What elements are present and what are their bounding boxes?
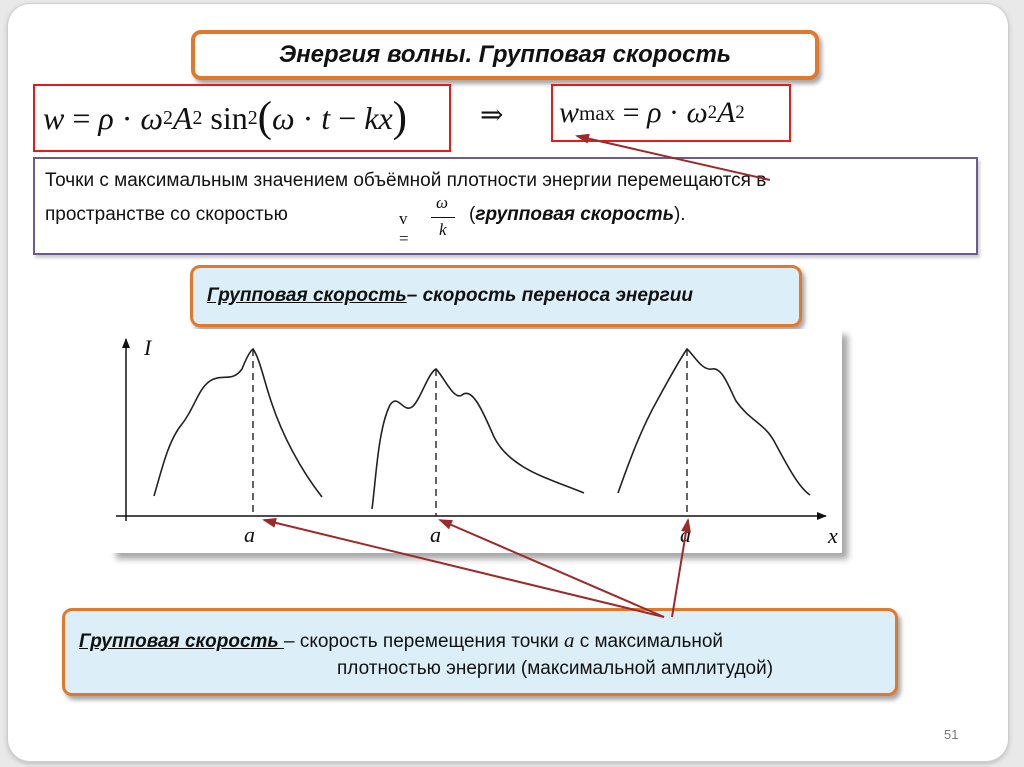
energy-points-text-box: Точки с максимальным значением объёмной … — [33, 157, 978, 255]
arrow-to-a-1 — [262, 517, 665, 618]
wave-packet-plot: I x a a a — [110, 329, 842, 553]
f1-eq: = — [72, 99, 91, 136]
def1-rest: – скорость переноса энергии — [406, 285, 693, 306]
frac-denominator: k — [439, 220, 447, 239]
f1-omega-t: ω — [272, 99, 295, 136]
frac-eq: = — [399, 229, 409, 248]
text-line-2: пространстве со скоростью — [45, 204, 288, 225]
x-axis-label: x — [827, 523, 838, 548]
def2-line-2: плотностью энергии (максимальной амплиту… — [337, 658, 774, 679]
def2-rest1: – скорость перемещения точки — [283, 631, 564, 652]
point-label-a-2: a — [430, 522, 441, 547]
def2-rest2: с максимальной — [574, 631, 724, 652]
paren-term: групповая скорость — [475, 204, 674, 225]
f2-w: w — [559, 96, 580, 129]
frac-v-symbol: v — [399, 209, 408, 228]
f1-sin: sin — [210, 99, 248, 136]
arrow-to-a-3 — [671, 518, 691, 618]
f1-t: t — [321, 99, 331, 136]
f2-rho: ρ — [647, 96, 662, 129]
frac-v: v = — [399, 209, 409, 249]
f2-sub: max — [579, 100, 616, 125]
def2-var: a — [563, 628, 575, 652]
def2-line-1: Групповая скорость – скорость перемещени… — [79, 628, 723, 653]
f1-dot: · — [121, 99, 133, 136]
wave-packet-1 — [153, 347, 323, 498]
point-label-a-1: a — [244, 522, 255, 547]
y-axis-label: I — [143, 335, 153, 360]
text-line-1: Точки с максимальным значением объёмной … — [45, 170, 767, 191]
frac-line — [431, 217, 455, 218]
wave-packet-svg: I x a a a — [116, 335, 838, 548]
f1-kx: kx — [364, 99, 393, 136]
arrow-to-a-2 — [438, 519, 665, 618]
page-number: 51 — [944, 727, 959, 742]
implies-arrow-icon: ⇒ — [480, 98, 504, 131]
definition-max-energy-point: Групповая скорость – скорость перемещени… — [62, 608, 898, 696]
f1-rho: ρ — [98, 99, 114, 136]
f1-dot2: · — [302, 99, 314, 136]
def2-term: Групповая скорость — [79, 631, 284, 652]
slide-title-text: Энергия волны. Групповая скорость — [278, 41, 732, 68]
f2-A: A — [716, 96, 736, 129]
f1-omega: ω — [140, 99, 163, 136]
arrow-to-wmax — [575, 133, 771, 181]
slide-title: Энергия волны. Групповая скорость — [191, 30, 819, 80]
frac-numerator: ω — [436, 193, 449, 212]
text-line-2-paren: (групповая скорость). — [469, 204, 686, 226]
f2-eq: = — [622, 96, 640, 129]
definition-energy-transfer: Групповая скорость – скорость переноса э… — [190, 265, 802, 327]
f2-omega: ω — [686, 96, 708, 129]
f1-w: w — [43, 99, 65, 136]
f2-dot: · — [669, 96, 679, 129]
def1-term: Групповая скорость — [207, 285, 407, 306]
wave-packet-3 — [617, 347, 811, 496]
paren-open: ( — [469, 204, 476, 225]
paren-close: ). — [673, 204, 686, 225]
f1-A: A — [172, 99, 193, 136]
f1-minus: − — [338, 99, 357, 136]
